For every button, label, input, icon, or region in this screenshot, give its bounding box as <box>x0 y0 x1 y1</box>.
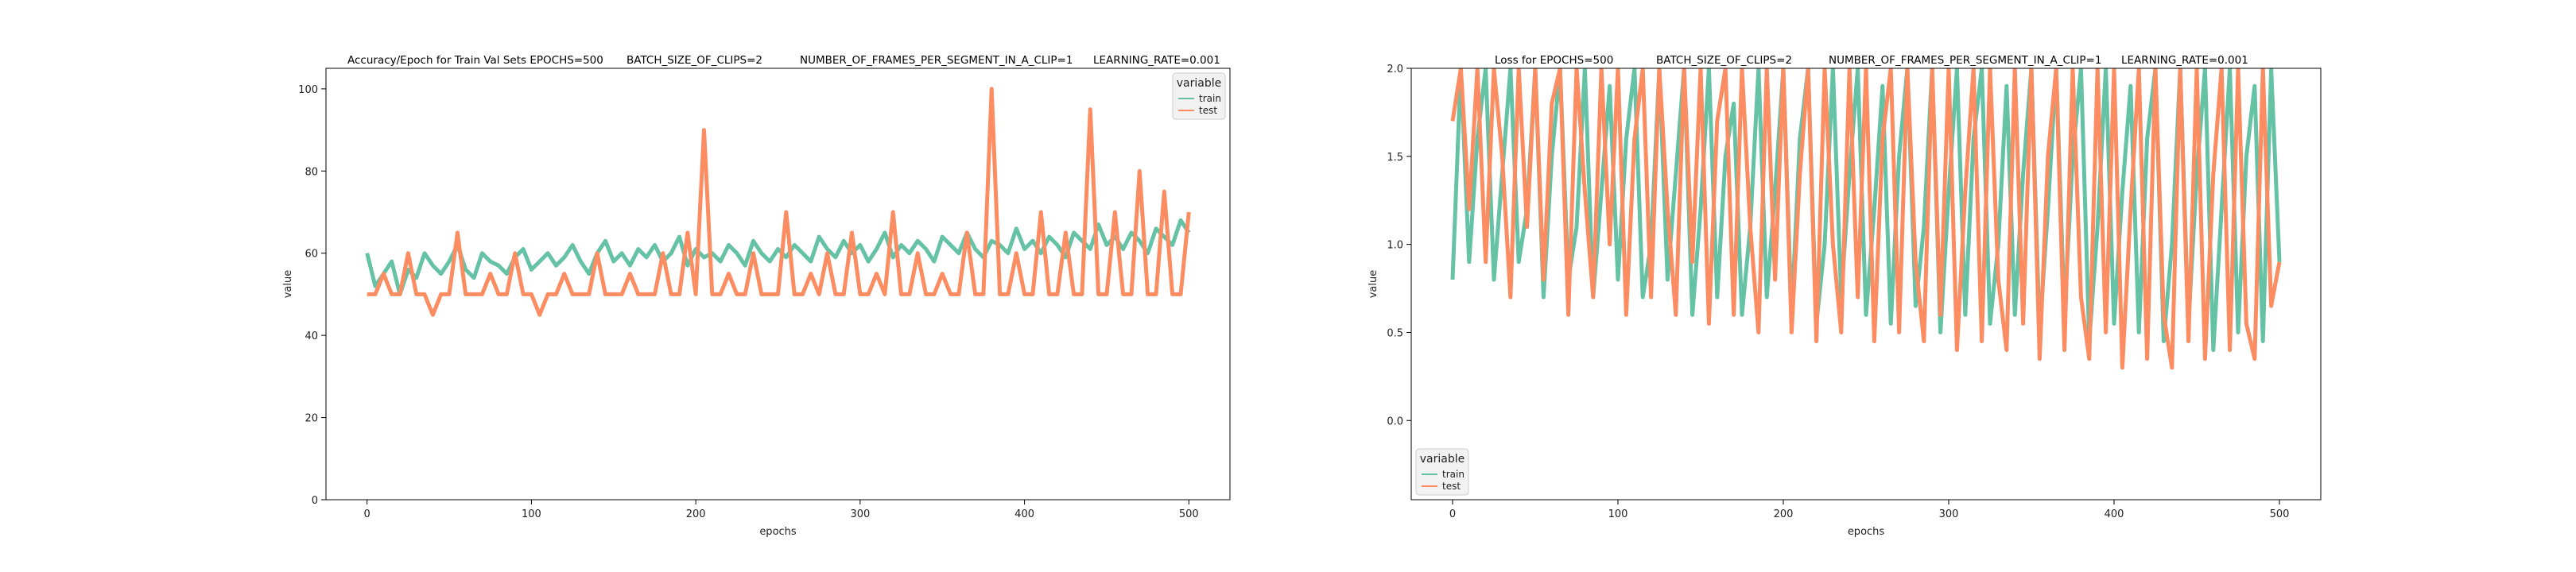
loss-y-axis-label: value <box>1368 270 1379 299</box>
loss-plot-area <box>1450 68 2282 370</box>
accuracy-axes-frame <box>325 68 1231 500</box>
loss-legend-box <box>1415 448 1469 496</box>
loss-train-series-line <box>1450 68 2282 353</box>
loss-title-part-1: Loss for EPOCHS=500 <box>1495 54 1613 67</box>
loss-title-part-3: NUMBER_OF_FRAMES_PER_SEGMENT_IN_A_CLIP=1 <box>1829 54 2101 67</box>
accuracy-y-tick-label: 100 <box>298 84 318 96</box>
loss-y-tick-label: 2.0 <box>1387 64 1403 75</box>
accuracy-x-tick-label: 100 <box>522 508 541 520</box>
accuracy-legend-title: variable <box>1177 77 1221 90</box>
accuracy-title-part-2: BATCH_SIZE_OF_CLIPS=2 <box>627 54 762 67</box>
loss-y-tick-label: 0.0 <box>1387 415 1403 427</box>
accuracy-x-tick-label: 500 <box>1179 508 1199 520</box>
accuracy-title-part-1: Accuracy/Epoch for Train Val Sets EPOCHS… <box>347 54 603 67</box>
accuracy-y-axis-label: value <box>282 270 294 299</box>
accuracy-legend: variable train test <box>1172 72 1226 120</box>
loss-y-tick-label: 0.5 <box>1387 327 1403 339</box>
loss-legend-title: variable <box>1420 453 1465 466</box>
accuracy-x-axis-label: epochs <box>759 526 797 538</box>
loss-x-tick-label: 100 <box>1608 508 1628 520</box>
loss-x-tick-label: 0 <box>1449 508 1456 520</box>
accuracy-y-tick-label: 60 <box>305 249 318 261</box>
accuracy-y-tick-label: 80 <box>305 166 318 178</box>
loss-x-tick-label: 200 <box>1774 508 1794 520</box>
loss-x-tick-label: 400 <box>2105 508 2124 520</box>
accuracy-legend-train-label: train <box>1199 93 1221 104</box>
accuracy-train-series-line <box>365 218 1191 296</box>
accuracy-legend-box <box>1172 72 1226 120</box>
accuracy-chart: Accuracy/Epoch for Train Val Sets EPOCHS… <box>282 54 1231 538</box>
accuracy-legend-test-label: test <box>1199 105 1217 116</box>
loss-title-part-2: BATCH_SIZE_OF_CLIPS=2 <box>1656 54 1792 67</box>
loss-legend: variable train test <box>1415 448 1469 496</box>
loss-axes-frame <box>1410 68 2322 500</box>
loss-x-axis-label: epochs <box>1848 526 1885 538</box>
accuracy-y-tick-label: 0 <box>312 495 318 507</box>
accuracy-x-tick-label: 300 <box>850 508 870 520</box>
loss-x-tick-label: 500 <box>2270 508 2290 520</box>
loss-x-tick-label: 300 <box>1939 508 1959 520</box>
loss-y-tick-label: 1.0 <box>1387 240 1403 252</box>
loss-y-tick-label: 1.5 <box>1387 152 1403 164</box>
loss-legend-test-label: test <box>1442 481 1461 492</box>
accuracy-test-series-line <box>367 87 1191 317</box>
accuracy-x-tick-label: 0 <box>364 508 370 520</box>
loss-title-part-4: LEARNING_RATE=0.001 <box>2121 54 2248 67</box>
accuracy-x-tick-label: 400 <box>1014 508 1034 520</box>
accuracy-x-tick-label: 200 <box>686 508 706 520</box>
accuracy-title-part-4: LEARNING_RATE=0.001 <box>1093 54 1220 67</box>
loss-chart: Loss for EPOCHS=500 BATCH_SIZE_OF_CLIPS=… <box>1368 54 2322 538</box>
loss-legend-train-label: train <box>1442 469 1465 480</box>
accuracy-y-tick-label: 20 <box>305 413 318 425</box>
loss-test-series-line <box>1450 68 2282 370</box>
accuracy-title-part-3: NUMBER_OF_FRAMES_PER_SEGMENT_IN_A_CLIP=1 <box>800 54 1073 67</box>
accuracy-y-tick-label: 40 <box>305 330 318 342</box>
accuracy-plot-area <box>365 87 1191 317</box>
